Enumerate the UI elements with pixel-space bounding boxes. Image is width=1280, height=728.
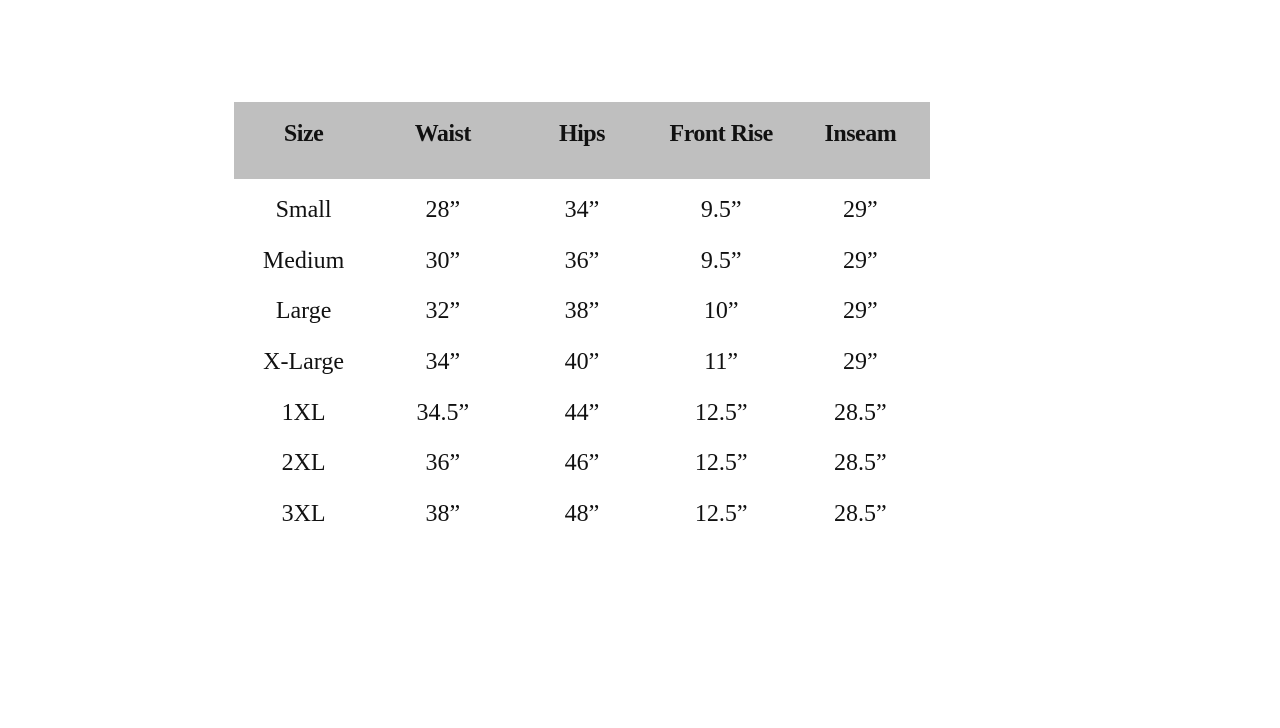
cell-front-rise: 12.5” <box>694 500 748 527</box>
cell-size: 1XL <box>281 399 326 426</box>
cell-waist: 38” <box>425 500 461 527</box>
cell-size: 2XL <box>281 450 326 477</box>
cell-inseam: 29” <box>843 298 878 325</box>
cell-hips: 46” <box>564 450 600 477</box>
column-header-size: Size <box>234 102 374 179</box>
cell-inseam: 28.5” <box>834 450 887 477</box>
header-row: Size Waist Hips Front Rise Inseam <box>234 102 930 179</box>
cell-inseam: 29” <box>843 247 878 274</box>
cell-size: 3XL <box>281 500 326 527</box>
table-header: Size Waist Hips Front Rise Inseam <box>234 102 930 179</box>
table-row: Large 32” 38” 10” 29” <box>234 286 930 337</box>
table-row: Small 28” 34” 9.5” 29” <box>234 179 930 236</box>
cell-hips: 34” <box>564 196 600 223</box>
cell-front-rise: 9.5” <box>700 196 742 223</box>
cell-waist: 34” <box>425 348 461 375</box>
cell-front-rise: 12.5” <box>694 450 748 477</box>
cell-inseam: 28.5” <box>834 399 887 426</box>
cell-inseam: 29” <box>843 348 878 375</box>
column-header-inseam: Inseam <box>790 102 930 179</box>
cell-size: Small <box>275 196 332 223</box>
cell-hips: 38” <box>564 298 600 325</box>
table-body: Small 28” 34” 9.5” 29” Medium 30” 36” 9.5” 29” Lar… <box>234 179 930 540</box>
cell-front-rise: 9.5” <box>700 247 742 274</box>
cell-waist: 28” <box>425 196 461 223</box>
size-chart-table: Size Waist Hips Front Rise Inseam Small 28” 34… <box>234 102 930 540</box>
column-header-waist: Waist <box>373 102 513 179</box>
cell-inseam: 28.5” <box>834 500 887 527</box>
cell-size: Large <box>275 298 332 325</box>
cell-waist: 32” <box>425 298 461 325</box>
table-row: 3XL 38” 48” 12.5” 28.5” <box>234 489 930 540</box>
column-header-front-rise: Front Rise <box>651 102 791 179</box>
table-row: 2XL 36” 46” 12.5” 28.5” <box>234 438 930 489</box>
cell-waist: 36” <box>425 450 461 477</box>
cell-inseam: 29” <box>843 196 878 223</box>
cell-front-rise: 11” <box>704 348 739 375</box>
cell-hips: 48” <box>564 500 600 527</box>
cell-size: X-Large <box>263 348 345 375</box>
table-row: X-Large 34” 40” 11” 29” <box>234 337 930 388</box>
cell-hips: 36” <box>564 247 600 274</box>
cell-front-rise: 12.5” <box>694 399 748 426</box>
cell-hips: 40” <box>564 348 600 375</box>
table-row: Medium 30” 36” 9.5” 29” <box>234 236 930 287</box>
cell-waist: 30” <box>425 247 461 274</box>
cell-front-rise: 10” <box>703 298 739 325</box>
cell-size: Medium <box>262 247 345 274</box>
table-row: 1XL 34.5” 44” 12.5” 28.5” <box>234 388 930 439</box>
column-header-hips: Hips <box>512 102 652 179</box>
cell-hips: 44” <box>564 399 600 426</box>
cell-waist: 34.5” <box>416 399 470 426</box>
